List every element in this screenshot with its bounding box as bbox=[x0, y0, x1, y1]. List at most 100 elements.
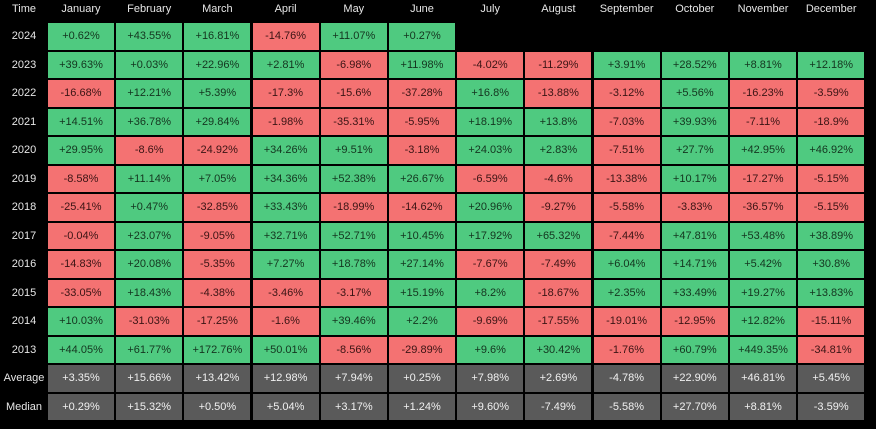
header-time: Time bbox=[11, 3, 37, 15]
row-label: 2024 bbox=[11, 30, 37, 43]
return-cell: -9.69% bbox=[457, 308, 524, 335]
return-cell: +0.03% bbox=[116, 51, 183, 78]
summary-cell: -3.59% bbox=[798, 393, 865, 420]
return-cell: +10.45% bbox=[389, 222, 455, 249]
return-cell: -11.29% bbox=[525, 51, 592, 78]
return-cell: +17.92% bbox=[457, 222, 524, 249]
return-cell: +19.27% bbox=[730, 279, 796, 306]
return-cell: -8.58% bbox=[48, 165, 114, 192]
return-cell: -12.95% bbox=[661, 308, 728, 335]
return-cell: +22.96% bbox=[184, 51, 251, 78]
return-cell: -16.68% bbox=[48, 80, 114, 107]
return-cell: -17.3% bbox=[252, 80, 319, 107]
return-cell: +43.55% bbox=[116, 23, 183, 50]
return-cell: -14.62% bbox=[389, 194, 455, 221]
return-cell: -9.05% bbox=[184, 222, 251, 249]
return-cell: -31.03% bbox=[116, 308, 183, 335]
return-cell: +61.77% bbox=[116, 336, 183, 363]
header-month: October bbox=[675, 3, 715, 15]
return-cell: +12.18% bbox=[798, 51, 865, 78]
return-cell: +44.05% bbox=[48, 336, 114, 363]
row-label: 2023 bbox=[11, 58, 37, 71]
return-cell: -7.49% bbox=[525, 251, 592, 278]
return-cell: -17.25% bbox=[184, 308, 251, 335]
header-month: December bbox=[805, 3, 857, 15]
return-cell: +11.98% bbox=[389, 51, 455, 78]
summary-cell: -5.58% bbox=[593, 393, 660, 420]
return-cell: -6.59% bbox=[457, 165, 524, 192]
row-label: 2019 bbox=[11, 172, 37, 185]
return-cell: +11.14% bbox=[116, 165, 183, 192]
return-cell: -9.27% bbox=[525, 194, 592, 221]
summary-cell: +5.04% bbox=[252, 393, 319, 420]
return-cell: -0.04% bbox=[48, 222, 114, 249]
return-cell: +29.84% bbox=[184, 108, 251, 135]
return-cell: -37.28% bbox=[389, 80, 455, 107]
return-cell: -5.15% bbox=[798, 194, 865, 221]
row-label: Median bbox=[5, 400, 43, 413]
return-cell: -5.58% bbox=[593, 194, 660, 221]
return-cell: +14.71% bbox=[661, 251, 728, 278]
return-cell: -14.83% bbox=[48, 251, 114, 278]
summary-cell: +0.25% bbox=[389, 365, 455, 392]
return-cell: -3.12% bbox=[593, 80, 660, 107]
return-cell: +28.52% bbox=[661, 51, 728, 78]
return-cell: -18.99% bbox=[320, 194, 387, 221]
return-cell: -4.38% bbox=[184, 279, 251, 306]
row-label: 2022 bbox=[11, 87, 37, 100]
return-cell: -18.67% bbox=[525, 279, 592, 306]
return-cell: -1.76% bbox=[593, 336, 660, 363]
return-cell: -7.03% bbox=[593, 108, 660, 135]
return-cell: -7.51% bbox=[593, 137, 660, 164]
return-cell: +18.19% bbox=[457, 108, 524, 135]
return-cell: -7.11% bbox=[730, 108, 796, 135]
summary-cell: +8.81% bbox=[730, 393, 796, 420]
return-cell: +2.35% bbox=[593, 279, 660, 306]
summary-cell: +2.69% bbox=[525, 365, 592, 392]
header-month: June bbox=[410, 3, 434, 15]
return-cell: -34.81% bbox=[798, 336, 865, 363]
return-cell: +50.01% bbox=[252, 336, 319, 363]
summary-cell: +3.17% bbox=[320, 393, 387, 420]
header-month: March bbox=[202, 3, 233, 15]
return-cell: +15.19% bbox=[389, 279, 455, 306]
summary-cell: +0.50% bbox=[184, 393, 251, 420]
return-cell: -1.98% bbox=[252, 108, 319, 135]
summary-cell: +22.90% bbox=[661, 365, 728, 392]
row-label: 2017 bbox=[11, 229, 37, 242]
summary-cell: +7.94% bbox=[320, 365, 387, 392]
return-cell: +6.04% bbox=[593, 251, 660, 278]
return-cell: +53.48% bbox=[730, 222, 796, 249]
summary-cell: +1.24% bbox=[389, 393, 455, 420]
return-cell: +38.89% bbox=[798, 222, 865, 249]
return-cell: -13.38% bbox=[593, 165, 660, 192]
return-cell: +9.51% bbox=[320, 137, 387, 164]
return-cell: -14.76% bbox=[252, 23, 319, 50]
return-cell: +16.81% bbox=[184, 23, 251, 50]
return-cell: +30.42% bbox=[525, 336, 592, 363]
return-cell: +24.03% bbox=[457, 137, 524, 164]
return-cell: +7.05% bbox=[184, 165, 251, 192]
return-cell: +2.81% bbox=[252, 51, 319, 78]
return-cell: +10.03% bbox=[48, 308, 114, 335]
return-cell: +5.56% bbox=[661, 80, 728, 107]
return-cell: +42.95% bbox=[730, 137, 796, 164]
return-cell: +52.71% bbox=[320, 222, 387, 249]
return-cell: +12.21% bbox=[116, 80, 183, 107]
return-cell: +8.2% bbox=[457, 279, 524, 306]
return-cell: +60.79% bbox=[661, 336, 728, 363]
return-cell: +36.78% bbox=[116, 108, 183, 135]
return-cell: -32.85% bbox=[184, 194, 251, 221]
summary-cell: +46.81% bbox=[730, 365, 796, 392]
summary-cell: -4.78% bbox=[593, 365, 660, 392]
return-cell: +2.2% bbox=[389, 308, 455, 335]
return-cell: -13.88% bbox=[525, 80, 592, 107]
return-cell: +39.63% bbox=[48, 51, 114, 78]
return-cell: +7.27% bbox=[252, 251, 319, 278]
return-cell: -8.6% bbox=[116, 137, 183, 164]
return-cell: -5.35% bbox=[184, 251, 251, 278]
return-cell: +33.49% bbox=[661, 279, 728, 306]
return-cell: +29.95% bbox=[48, 137, 114, 164]
return-cell: -4.6% bbox=[525, 165, 592, 192]
row-label: 2018 bbox=[11, 201, 37, 214]
